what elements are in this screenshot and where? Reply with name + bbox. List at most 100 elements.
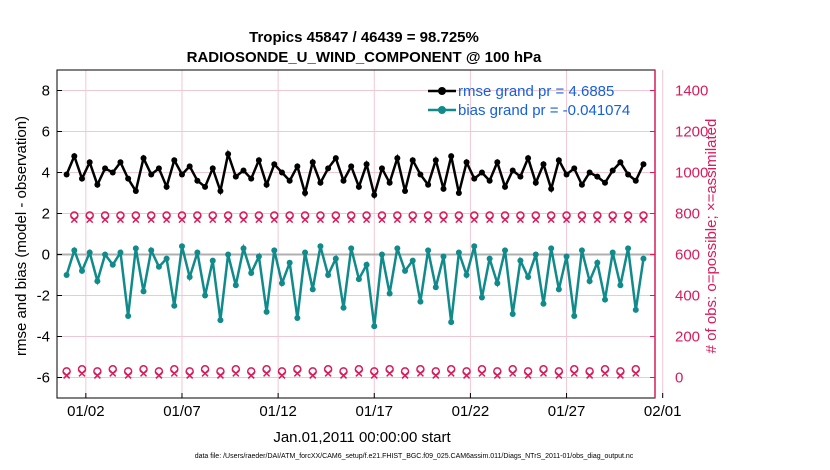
footnote: data file: /Users/raeder/DAI/ATM_forcXX/… xyxy=(195,453,634,460)
x-tick-label: 01/27 xyxy=(548,403,586,420)
rmse-point xyxy=(240,167,247,174)
bias-point xyxy=(178,243,185,250)
rmse-point xyxy=(578,181,585,188)
rmse-point xyxy=(186,163,193,170)
rmse-point xyxy=(309,159,316,166)
obs-assimilated-marker xyxy=(216,371,224,379)
bias-point xyxy=(86,249,93,256)
rmse-point xyxy=(86,159,93,166)
rmse-point xyxy=(494,159,501,166)
rmse-point xyxy=(94,181,101,188)
obs-assimilated-marker xyxy=(624,216,632,224)
obs-assimilated-marker xyxy=(416,369,424,377)
obs-assimilated-marker xyxy=(555,371,563,379)
obs-assimilated-marker xyxy=(178,216,186,224)
obs-assimilated-marker xyxy=(301,216,309,224)
rmse-point xyxy=(117,159,124,166)
obs-assimilated-marker xyxy=(424,216,432,224)
obs-assimilated-marker xyxy=(186,371,194,379)
bias-point xyxy=(586,278,593,285)
obs-assimilated-marker xyxy=(193,216,201,224)
obs-assimilated-marker xyxy=(470,216,478,224)
rmse-point xyxy=(448,153,455,160)
bias-point xyxy=(348,245,355,252)
bias-point xyxy=(263,308,270,315)
rmse-point xyxy=(140,155,147,162)
y-tick-label: 2 xyxy=(42,206,50,223)
rmse-point xyxy=(455,190,462,196)
bias-point xyxy=(332,255,339,262)
y-tick-label: 6 xyxy=(42,124,50,141)
obs-assimilated-marker xyxy=(93,371,101,379)
obs-assimilated-marker xyxy=(209,216,217,224)
obs-assimilated-marker xyxy=(516,216,524,224)
rmse-point xyxy=(540,161,547,168)
rmse-point xyxy=(271,161,278,168)
rmse-point xyxy=(548,185,555,192)
bias-point xyxy=(532,251,539,258)
x-tick-label: 01/02 xyxy=(67,403,105,420)
x-tick-label: 01/12 xyxy=(259,403,297,420)
y2-tick-label: 1000 xyxy=(675,165,708,182)
bias-point xyxy=(594,259,601,266)
y2-axis-label: # of obs: o=possible; ×=assimilated xyxy=(703,119,720,354)
bias-point xyxy=(294,315,301,322)
bias-point xyxy=(325,272,332,278)
bias-point xyxy=(171,302,178,309)
obs-assimilated-marker xyxy=(132,216,140,224)
obs-assimilated-marker xyxy=(101,216,109,224)
obs-assimilated-marker xyxy=(355,369,363,377)
rmse-point xyxy=(486,177,493,184)
rmse-point xyxy=(378,165,385,172)
rmse-point xyxy=(102,165,109,172)
bias-point xyxy=(509,310,516,317)
rmse-point xyxy=(155,165,162,172)
bias-point xyxy=(194,249,201,256)
obs-assimilated-marker xyxy=(609,216,617,224)
rmse-point xyxy=(340,177,347,184)
bias-point xyxy=(78,267,85,274)
rmse-point xyxy=(625,171,632,178)
bias-point xyxy=(309,286,316,293)
obs-assimilated-marker xyxy=(78,369,86,377)
y2-tick-label: 600 xyxy=(675,247,700,264)
bias-point xyxy=(478,294,485,301)
bias-point xyxy=(448,319,455,326)
obs-assimilated-marker xyxy=(601,369,609,377)
bias-point xyxy=(186,274,193,281)
obs-assimilated-marker xyxy=(247,371,255,379)
rmse-point xyxy=(417,171,424,178)
rmse-point xyxy=(632,177,639,184)
bias-point xyxy=(640,255,647,262)
obs-assimilated-marker xyxy=(439,216,448,224)
rmse-line xyxy=(65,149,645,200)
obs-assimilated-marker xyxy=(524,371,532,379)
plot-background xyxy=(57,70,655,398)
legend-bias-marker xyxy=(438,106,446,114)
rmse-point xyxy=(409,157,416,164)
obs-assimilated-marker xyxy=(432,371,440,379)
obs-assimilated-marker xyxy=(455,216,463,224)
rmse-point xyxy=(132,187,139,194)
rmse-point xyxy=(517,173,524,180)
legend-rmse-label: rmse grand pr = 4.6885 xyxy=(458,83,614,100)
obs-assimilated-marker xyxy=(532,216,540,224)
bias-point xyxy=(409,257,416,264)
obs-assimilated-marker xyxy=(593,216,601,224)
obs-assimilated-marker xyxy=(486,216,494,224)
rmse-point xyxy=(294,163,301,170)
bias-point xyxy=(440,253,447,260)
obs-assimilated-marker xyxy=(478,369,486,377)
rmse-point xyxy=(371,192,378,199)
bias-point xyxy=(378,251,385,258)
bias-point xyxy=(148,247,155,254)
obs-assimilated-marker xyxy=(163,216,171,224)
obs-assimilated-marker xyxy=(463,371,471,379)
obs-assimilated-marker xyxy=(155,371,163,379)
rmse-point xyxy=(348,163,355,170)
obs-assimilated-marker xyxy=(124,371,132,379)
rmse-point xyxy=(255,157,262,164)
bias-point xyxy=(548,245,555,252)
obs-assimilated-marker xyxy=(632,369,640,377)
bias-point xyxy=(386,290,393,297)
